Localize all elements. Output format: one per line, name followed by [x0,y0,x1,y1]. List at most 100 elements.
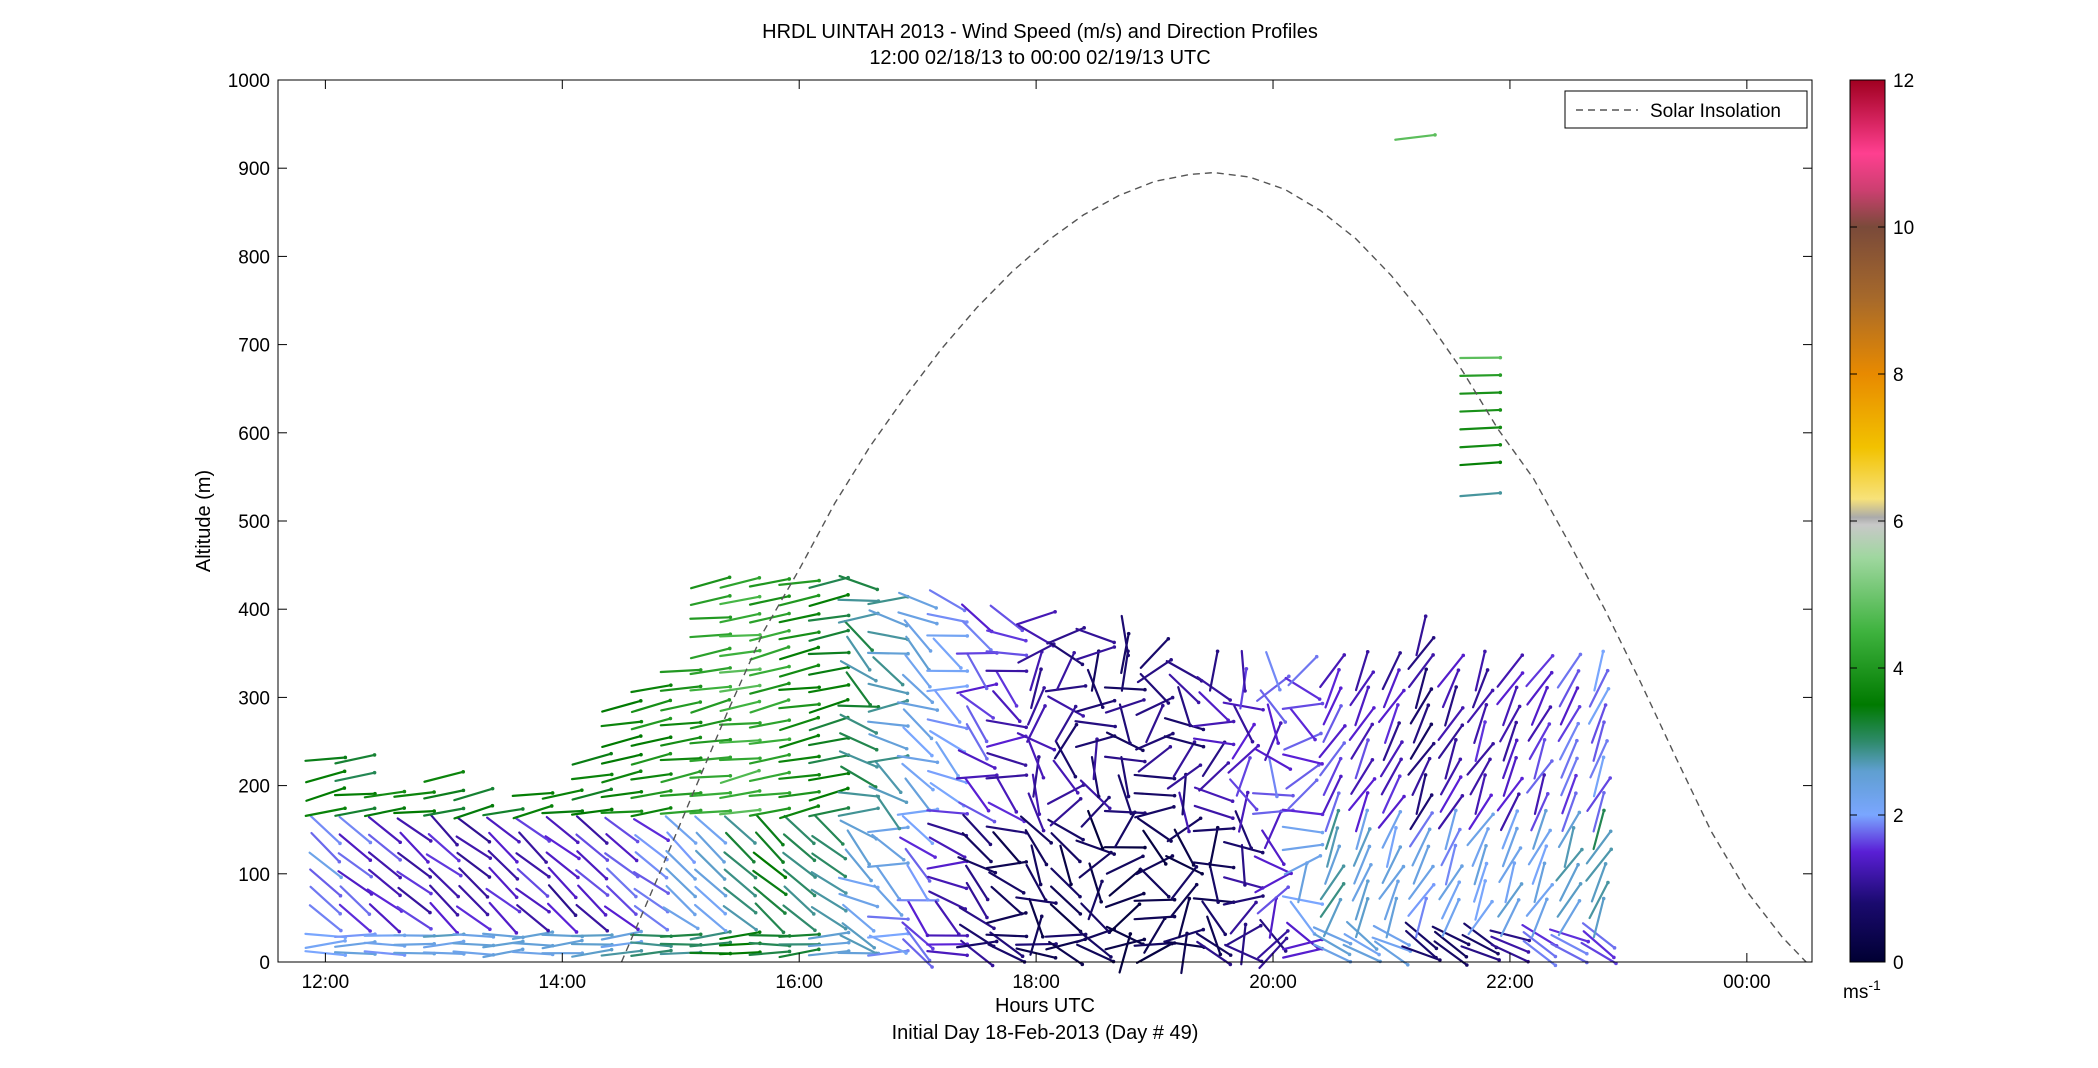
wind-vector-head [1218,952,1223,957]
wind-vector [966,705,988,743]
wind-vector [1431,925,1470,946]
wind-vector-head [786,698,791,702]
wind-vector-head [990,963,995,968]
wind-vector-head [986,808,991,813]
wind-vector-head [1365,808,1370,813]
wind-vector [926,809,969,815]
wind-vector [1192,737,1235,746]
wind-vector [1206,915,1222,956]
wind-vector [1015,896,1058,905]
wind-vector [1046,783,1085,805]
wind-vector [304,807,347,817]
wind-vector [1282,938,1324,951]
wind-vector [488,901,518,934]
wind-vector [1408,811,1434,848]
wind-vector [1557,899,1581,937]
wind-vector [986,752,1027,767]
wind-vector-head [455,842,459,847]
wind-vector-head [1490,688,1495,693]
wind-vector-head [1542,737,1547,742]
wind-vector [839,819,878,840]
wind-vector [515,852,550,878]
colorbar-ticks: 0 2 4 6 8 10 12 [1850,71,1914,974]
wind-vector-head [368,929,372,933]
wind-vector [965,864,989,901]
wind-vector-head [1168,745,1173,749]
wind-vector-head [639,809,644,814]
wind-vector [1016,732,1056,751]
wind-vector-head [784,892,788,897]
wind-vector [1379,740,1404,778]
wind-vector-head [521,807,525,811]
wind-vector [989,931,1024,958]
wind-vector [1349,671,1375,707]
colorbar-tick-label: 6 [1893,512,1904,533]
wind-vector [1593,650,1605,692]
wind-vector [1319,865,1345,901]
wind-vector [1411,757,1431,796]
wind-vector-head [722,860,726,864]
wind-vector [452,950,495,956]
wind-vector-head [1542,861,1547,866]
wind-vector-head [1603,703,1608,707]
wind-vector-head [1602,808,1606,813]
wind-vector [1049,903,1082,933]
wind-vector [363,806,406,818]
wind-vector [846,635,871,671]
wind-vector-head [1347,952,1352,957]
wind-vector [1319,653,1346,689]
wind-vector [397,851,432,879]
wind-vector [571,948,613,958]
wind-vector [987,801,1026,823]
wind-vector [1075,839,1116,856]
wind-vector [1533,862,1546,904]
wind-vector [899,836,937,859]
wind-vector [901,815,934,845]
wind-vector-head [1128,932,1133,936]
wind-vector [752,869,787,896]
wind-vector [577,884,607,916]
wind-vector [1459,491,1502,498]
wind-vector [1473,703,1488,745]
wind-vector-head [898,790,903,795]
wind-vector-head [1170,695,1175,700]
wind-vector [487,849,519,881]
wind-vector-head [843,856,848,861]
wind-vector-head [402,806,407,810]
wind-vector-head [787,594,791,598]
wind-vector [1354,897,1369,939]
wind-vector [1466,742,1495,776]
wind-vector [867,682,909,695]
wind-vector-head [989,859,993,864]
solar-insolation-curve [620,171,1807,963]
wind-vector-head [781,842,785,847]
wind-vector [872,656,904,686]
x-tick-label: 16:00 [775,972,823,993]
wind-vector [779,804,820,820]
y-tick-label: 400 [238,600,270,621]
wind-vector-head [935,621,939,626]
wind-vector [1354,791,1369,833]
wind-vector-head [988,842,993,847]
wind-vector [1592,809,1606,851]
wind-vector-head [787,664,791,669]
wind-vector-head [698,735,703,740]
wind-vector [926,949,969,957]
wind-vector [1166,817,1202,843]
wind-vector [1313,933,1351,956]
wind-vector [1440,828,1461,867]
wind-vector-head [1041,775,1046,780]
wind-vector [985,650,1028,657]
wind-vector-head [1456,668,1461,672]
wind-vector [541,789,583,800]
wind-vector [689,616,732,620]
wind-vector-head [994,682,999,687]
wind-vector-head [397,929,402,934]
wind-vector [1192,861,1235,869]
wind-vector [723,886,757,914]
wind-vector-head [1514,738,1519,743]
wind-vector [337,870,373,896]
wind-vector [779,716,820,732]
wind-vector [754,902,785,934]
wind-vector [1558,669,1580,708]
